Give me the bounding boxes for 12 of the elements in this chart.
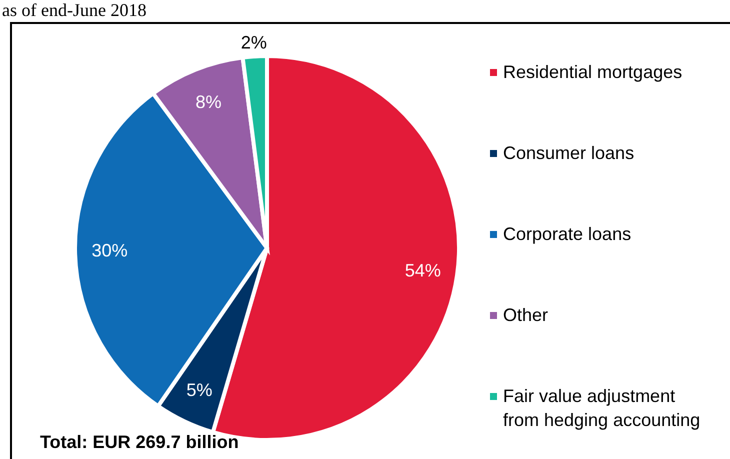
legend-label: Consumer loans <box>503 142 636 165</box>
data-label: 2% <box>240 32 267 52</box>
data-label: 5% <box>186 380 212 400</box>
chart-subtitle: as of end-June 2018 <box>2 0 146 20</box>
data-label: 8% <box>195 92 222 112</box>
legend-label: Other <box>503 304 550 327</box>
text: Total: EUR 269.7 billion <box>40 432 239 453</box>
legend-label: Residential mortgages <box>503 61 684 84</box>
legend-label: Fair value adjustment from hedging accounting <box>503 385 702 432</box>
data-label: 30% <box>92 240 128 260</box>
legend-label: Corporate loans <box>503 223 632 246</box>
data-label: 54% <box>404 260 441 280</box>
